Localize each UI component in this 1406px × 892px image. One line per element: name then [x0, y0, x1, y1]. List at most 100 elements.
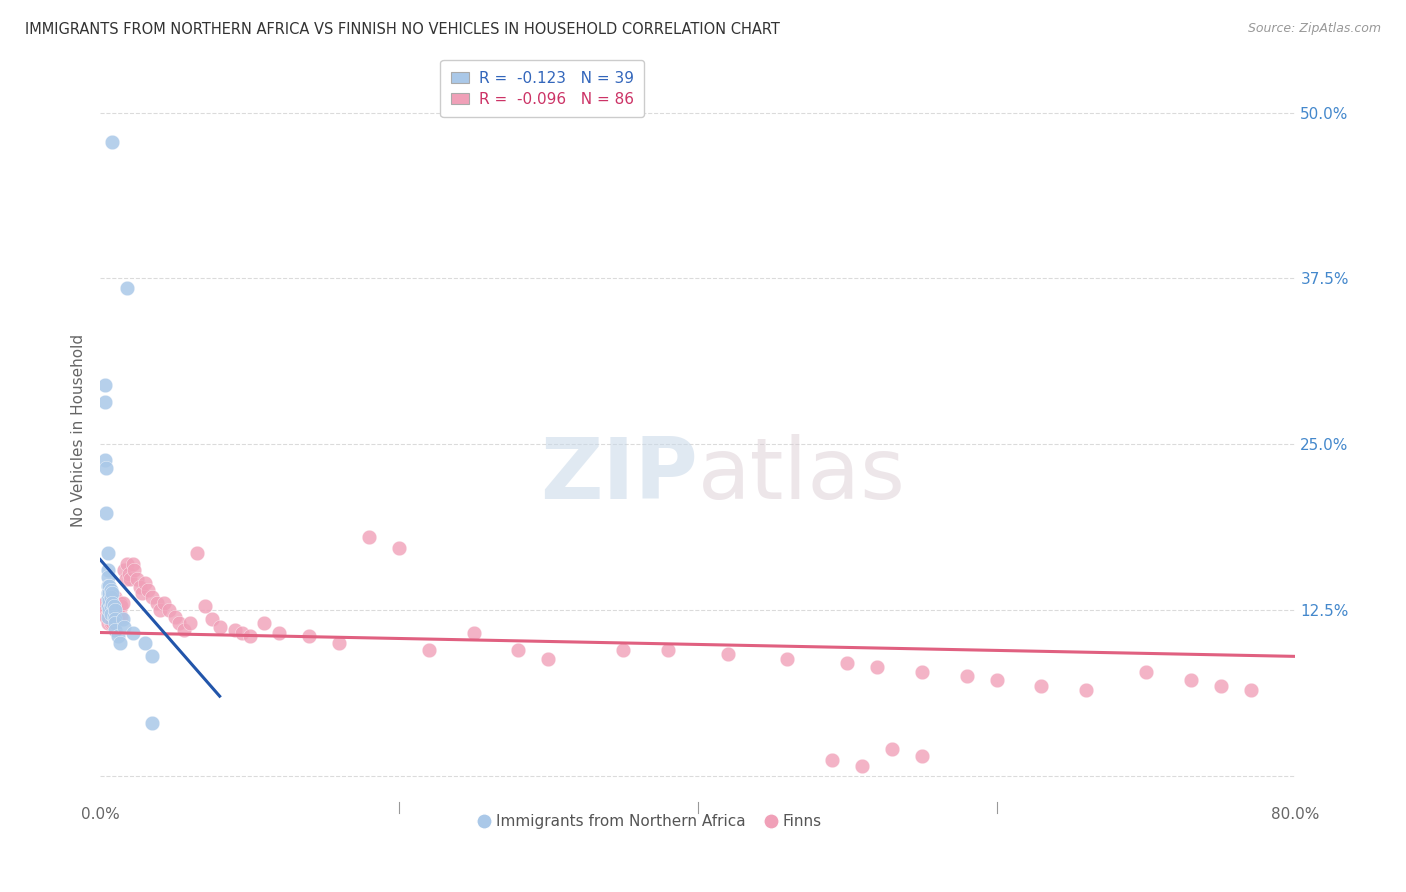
Point [103, 609, 125, 624]
Point [837, 656, 859, 670]
Point [508, 642, 530, 657]
Point [224, 623, 246, 637]
Point [115, 281, 138, 295]
Point [463, 625, 485, 640]
Point [98, 579, 121, 593]
Point [97, 585, 120, 599]
Point [98, 585, 121, 599]
Point [101, 596, 124, 610]
Point [103, 607, 125, 621]
Point [107, 599, 129, 613]
Point [98, 603, 121, 617]
Point [115, 557, 138, 571]
Text: Source: ZipAtlas.com: Source: ZipAtlas.com [1247, 22, 1381, 36]
Point [94, 603, 117, 617]
Point [93, 394, 115, 409]
Point [1031, 679, 1053, 693]
Point [194, 599, 217, 613]
Point [146, 596, 169, 610]
Point [97, 579, 120, 593]
Point [612, 642, 634, 657]
Point [179, 616, 201, 631]
Point [911, 665, 934, 680]
Point [131, 585, 153, 599]
Point [1239, 682, 1261, 697]
Point [108, 607, 131, 621]
Point [104, 616, 127, 631]
Point [851, 759, 873, 773]
Point [97, 546, 120, 560]
Point [98, 593, 121, 607]
Point [97, 599, 120, 613]
Point [169, 616, 191, 631]
Point [136, 583, 159, 598]
Point [97, 609, 120, 624]
Point [107, 609, 129, 624]
Point [104, 609, 127, 624]
Text: atlas: atlas [697, 434, 905, 517]
Point [112, 563, 135, 577]
Point [124, 563, 146, 577]
Point [201, 612, 224, 626]
Point [141, 715, 163, 730]
Point [110, 599, 132, 613]
Text: ZIP: ZIP [540, 434, 697, 517]
Point [298, 630, 321, 644]
Point [97, 563, 120, 577]
Point [93, 596, 115, 610]
Point [141, 649, 163, 664]
Point [129, 581, 152, 595]
Point [231, 625, 253, 640]
Point [100, 616, 122, 631]
Point [388, 541, 411, 555]
Point [101, 585, 124, 599]
Point [103, 599, 125, 613]
Point [94, 609, 117, 624]
Point [104, 599, 127, 613]
Point [717, 647, 740, 661]
Point [880, 742, 903, 756]
Point [103, 599, 125, 613]
Point [328, 636, 350, 650]
Point [100, 583, 122, 598]
Point [110, 609, 132, 624]
Point [101, 596, 124, 610]
Point [104, 612, 127, 626]
Point [98, 593, 121, 607]
Point [114, 573, 136, 587]
Point [821, 753, 844, 767]
Point [111, 596, 134, 610]
Point [93, 377, 115, 392]
Point [537, 652, 560, 666]
Point [986, 673, 1008, 688]
Point [108, 636, 131, 650]
Point [1076, 682, 1098, 697]
Point [956, 669, 979, 683]
Point [149, 603, 172, 617]
Point [93, 453, 115, 467]
Point [134, 576, 156, 591]
Point [97, 599, 120, 613]
Point [776, 652, 799, 666]
Legend: Immigrants from Northern Africa, Finns: Immigrants from Northern Africa, Finns [472, 808, 828, 836]
Point [111, 612, 134, 626]
Point [269, 625, 291, 640]
Point [1180, 673, 1202, 688]
Y-axis label: No Vehicles in Household: No Vehicles in Household [72, 334, 86, 527]
Point [1209, 679, 1232, 693]
Point [100, 607, 122, 621]
Point [253, 616, 276, 631]
Point [97, 616, 120, 631]
Point [1135, 665, 1157, 680]
Point [98, 603, 121, 617]
Point [238, 630, 260, 644]
Point [104, 590, 127, 604]
Point [122, 557, 145, 571]
Point [100, 607, 122, 621]
Point [98, 612, 121, 626]
Point [97, 607, 120, 621]
Point [101, 606, 124, 620]
Point [108, 596, 131, 610]
Text: IMMIGRANTS FROM NORTHERN AFRICA VS FINNISH NO VEHICLES IN HOUSEHOLD CORRELATION : IMMIGRANTS FROM NORTHERN AFRICA VS FINNI… [25, 22, 780, 37]
Point [118, 573, 141, 587]
